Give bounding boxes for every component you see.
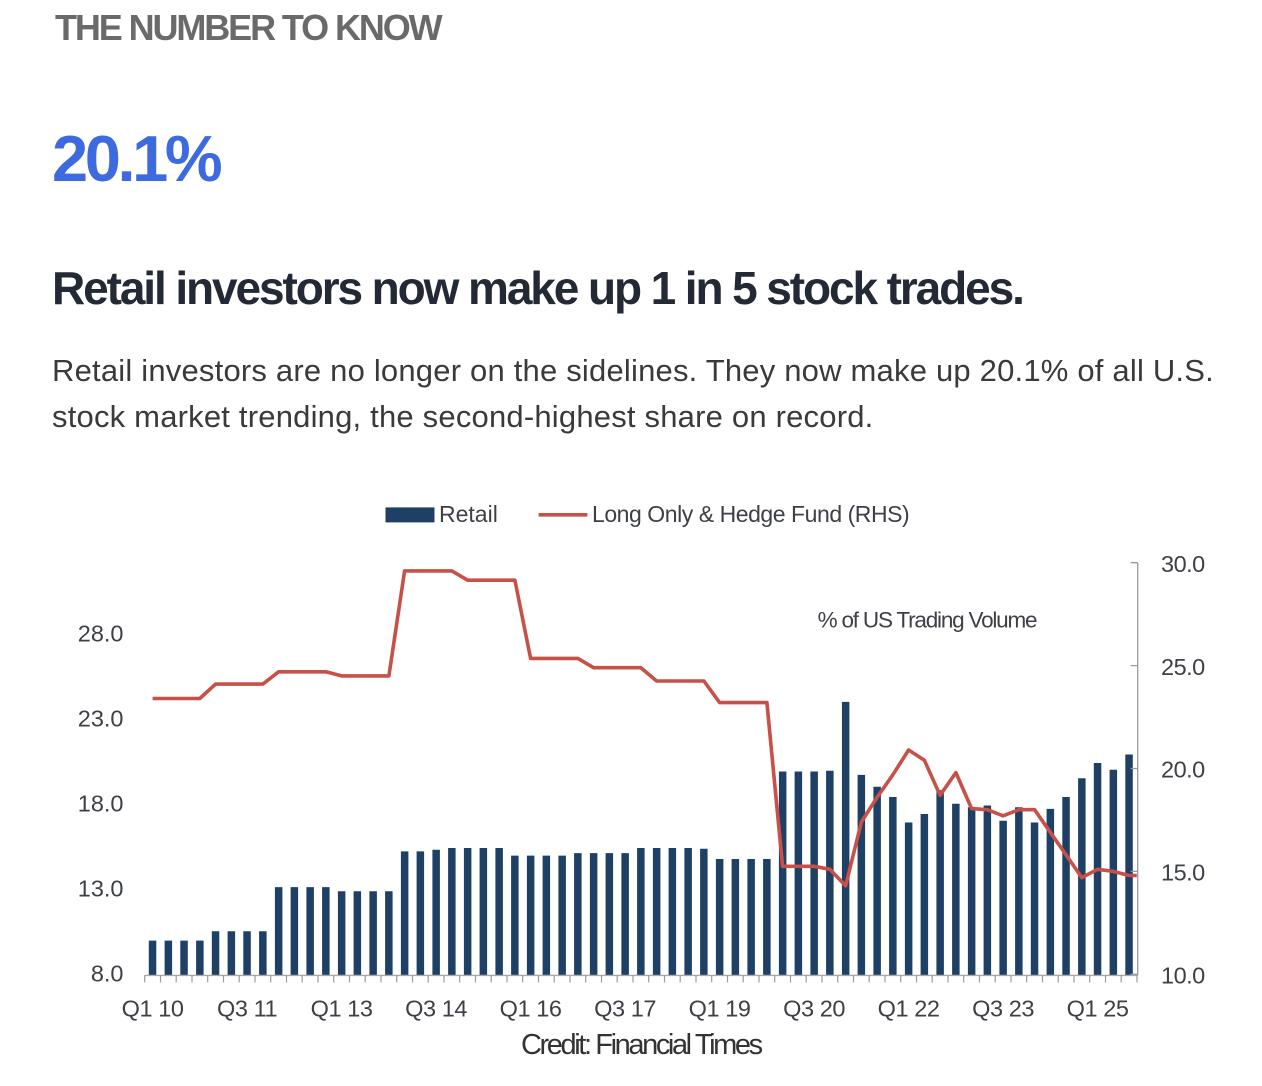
svg-text:Long Only & Hedge Fund (RHS): Long Only & Hedge Fund (RHS) [592, 501, 909, 527]
svg-text:28.0: 28.0 [78, 621, 124, 647]
svg-text:Q3 20: Q3 20 [783, 995, 845, 1021]
svg-text:23.0: 23.0 [78, 706, 124, 732]
svg-text:20.0: 20.0 [1161, 757, 1205, 783]
svg-text:Q1 22: Q1 22 [878, 995, 940, 1021]
svg-text:13.0: 13.0 [78, 876, 124, 902]
svg-text:30.0: 30.0 [1161, 551, 1205, 577]
svg-text:Q3 17: Q3 17 [594, 995, 656, 1021]
svg-text:8.0: 8.0 [91, 961, 124, 987]
svg-text:Q1 10: Q1 10 [122, 995, 184, 1021]
svg-text:% of US Trading Volume: % of US Trading Volume [818, 608, 1037, 633]
svg-text:Q1 25: Q1 25 [1067, 995, 1129, 1021]
svg-text:Q3 14: Q3 14 [405, 995, 467, 1021]
svg-text:Q1 19: Q1 19 [689, 995, 751, 1021]
svg-text:Retail: Retail [439, 501, 498, 527]
svg-text:Q1 13: Q1 13 [311, 995, 373, 1021]
svg-text:15.0: 15.0 [1161, 860, 1205, 886]
svg-text:18.0: 18.0 [78, 791, 124, 817]
svg-text:Q3 23: Q3 23 [972, 995, 1034, 1021]
svg-text:Q1 16: Q1 16 [500, 995, 562, 1021]
svg-text:Q3 11: Q3 11 [217, 995, 277, 1021]
svg-text:10.0: 10.0 [1161, 963, 1205, 989]
svg-text:25.0: 25.0 [1161, 654, 1205, 680]
